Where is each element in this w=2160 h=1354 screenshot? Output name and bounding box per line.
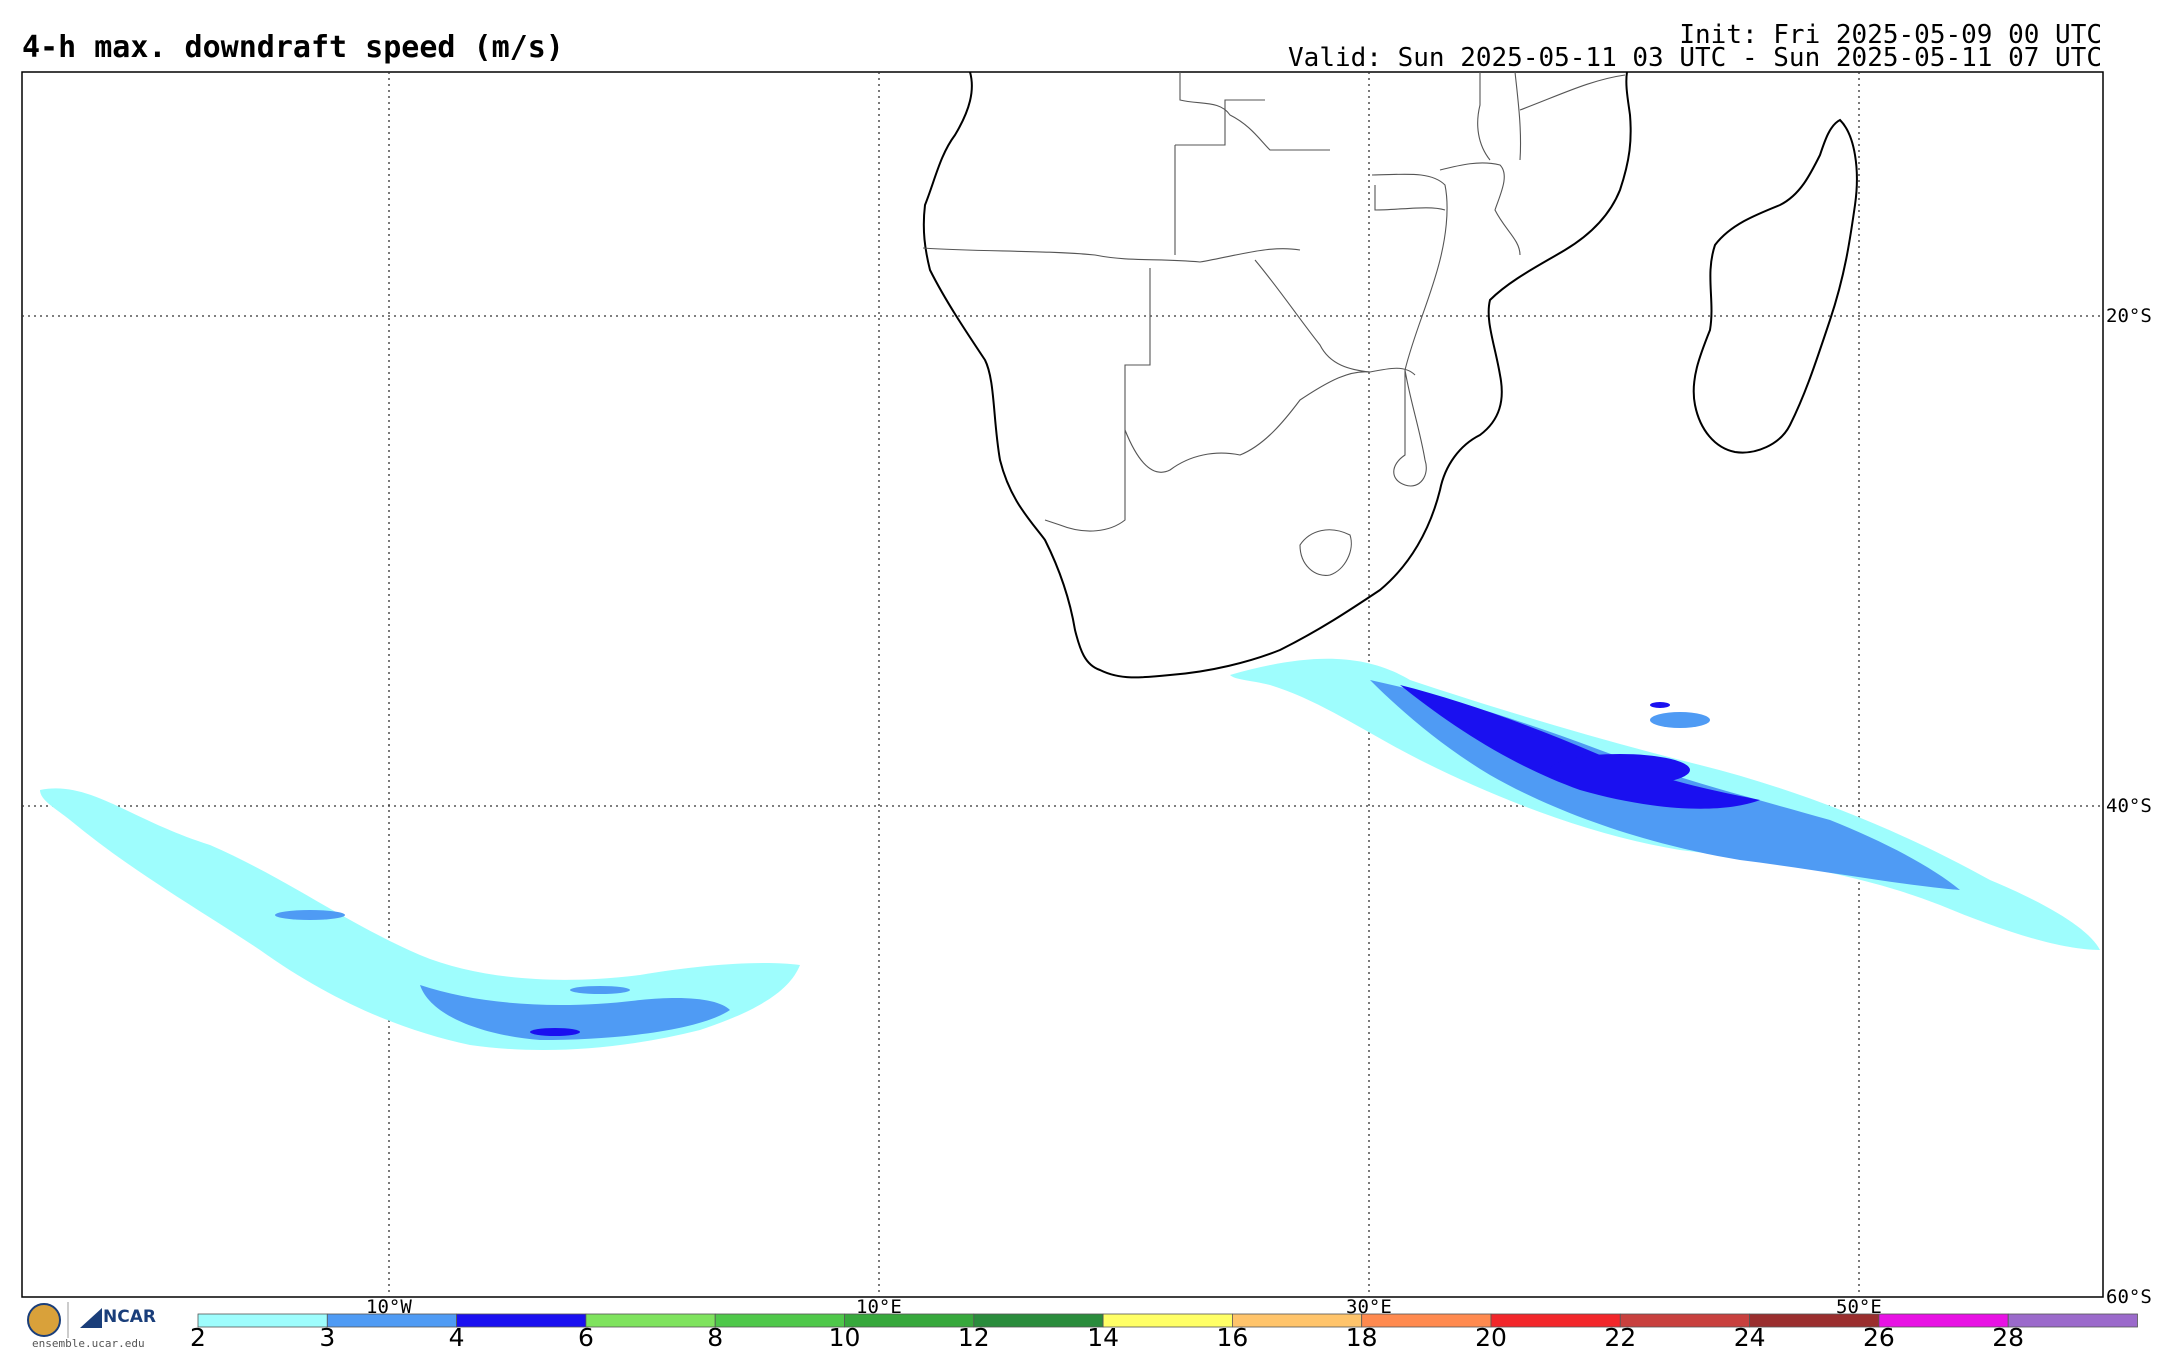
madagascar: [1692, 118, 1858, 454]
colorbar-swatch: [714, 1313, 845, 1328]
colorbar-tick-label: 12: [958, 1323, 990, 1352]
colorbar-tick-label: 16: [1216, 1323, 1248, 1352]
colorbar-swatch: [1361, 1313, 1492, 1328]
colorbar-tick-label: 20: [1475, 1323, 1507, 1352]
colorbar: 2 3 4 6 8 10 12 14 16 18 20 22 24 26 28: [190, 1313, 2138, 1352]
country-borders: [922, 71, 1626, 576]
downdraft-swath-east: [1230, 658, 2100, 950]
lat-label-40s: 40°S: [2106, 795, 2152, 817]
ncar-wordmark: NCAR: [103, 1307, 156, 1327]
lat-label-60s: 60°S: [2106, 1286, 2152, 1308]
colorbar-tick-label: 26: [1863, 1323, 1895, 1352]
map-frame: [21, 71, 2104, 1298]
valid-time: Valid: Sun 2025-05-11 03 UTC - Sun 2025-…: [1288, 43, 2102, 73]
colorbar-swatch: [585, 1313, 716, 1328]
lat-label-20s: 20°S: [2106, 305, 2152, 327]
colorbar-tick-label: 22: [1604, 1323, 1636, 1352]
colorbar-tick-label: 24: [1734, 1323, 1766, 1352]
colorbar-tick-label: 8: [707, 1323, 723, 1352]
colorbar-tick-label: 10: [829, 1323, 861, 1352]
colorbar-swatch: [326, 1313, 457, 1328]
ncar-logo-icon: [80, 1308, 102, 1328]
colorbar-swatch: [1878, 1313, 2009, 1328]
colorbar-swatch: [1102, 1313, 1233, 1328]
init-time: Init: Fri 2025-05-09 00 UTC: [1679, 20, 2102, 50]
logo-url: ensemble.ucar.edu: [32, 1337, 145, 1350]
colorbar-tick-label: 14: [1087, 1323, 1119, 1352]
colorbar-swatch: [1232, 1313, 1363, 1328]
colorbar-swatch: [973, 1313, 1104, 1328]
lon-label-50e: 50°E: [1836, 1296, 1882, 1318]
lon-label-10e: 10°E: [856, 1296, 902, 1318]
colorbar-tick-label: 28: [1992, 1323, 2024, 1352]
colorbar-tick-label: 3: [319, 1323, 335, 1352]
southern-africa-coastline: [922, 71, 1632, 679]
colorbar-tick-label: 2: [190, 1323, 206, 1352]
colorbar-swatch: [2007, 1313, 2138, 1328]
colorbar-swatch: [197, 1313, 328, 1328]
colorbar-tick-label: 18: [1346, 1323, 1378, 1352]
ncar-logo: [22, 1300, 162, 1352]
colorbar-swatch: [1490, 1313, 1621, 1328]
downdraft-swath-west: [40, 788, 800, 1050]
map-title: 4-h max. downdraft speed (m/s): [22, 30, 564, 65]
colorbar-swatch: [1749, 1313, 1880, 1328]
colorbar-tick-label: 4: [449, 1323, 465, 1352]
colorbar-swatch: [844, 1313, 975, 1328]
colorbar-swatch: [1619, 1313, 1751, 1328]
colorbar-tick-label: 6: [578, 1323, 594, 1352]
lon-label-30e: 30°E: [1346, 1296, 1392, 1318]
nsf-logo-icon: [27, 1303, 61, 1337]
colorbar-swatch: [456, 1313, 587, 1328]
lon-label-10w: 10°W: [366, 1296, 412, 1318]
